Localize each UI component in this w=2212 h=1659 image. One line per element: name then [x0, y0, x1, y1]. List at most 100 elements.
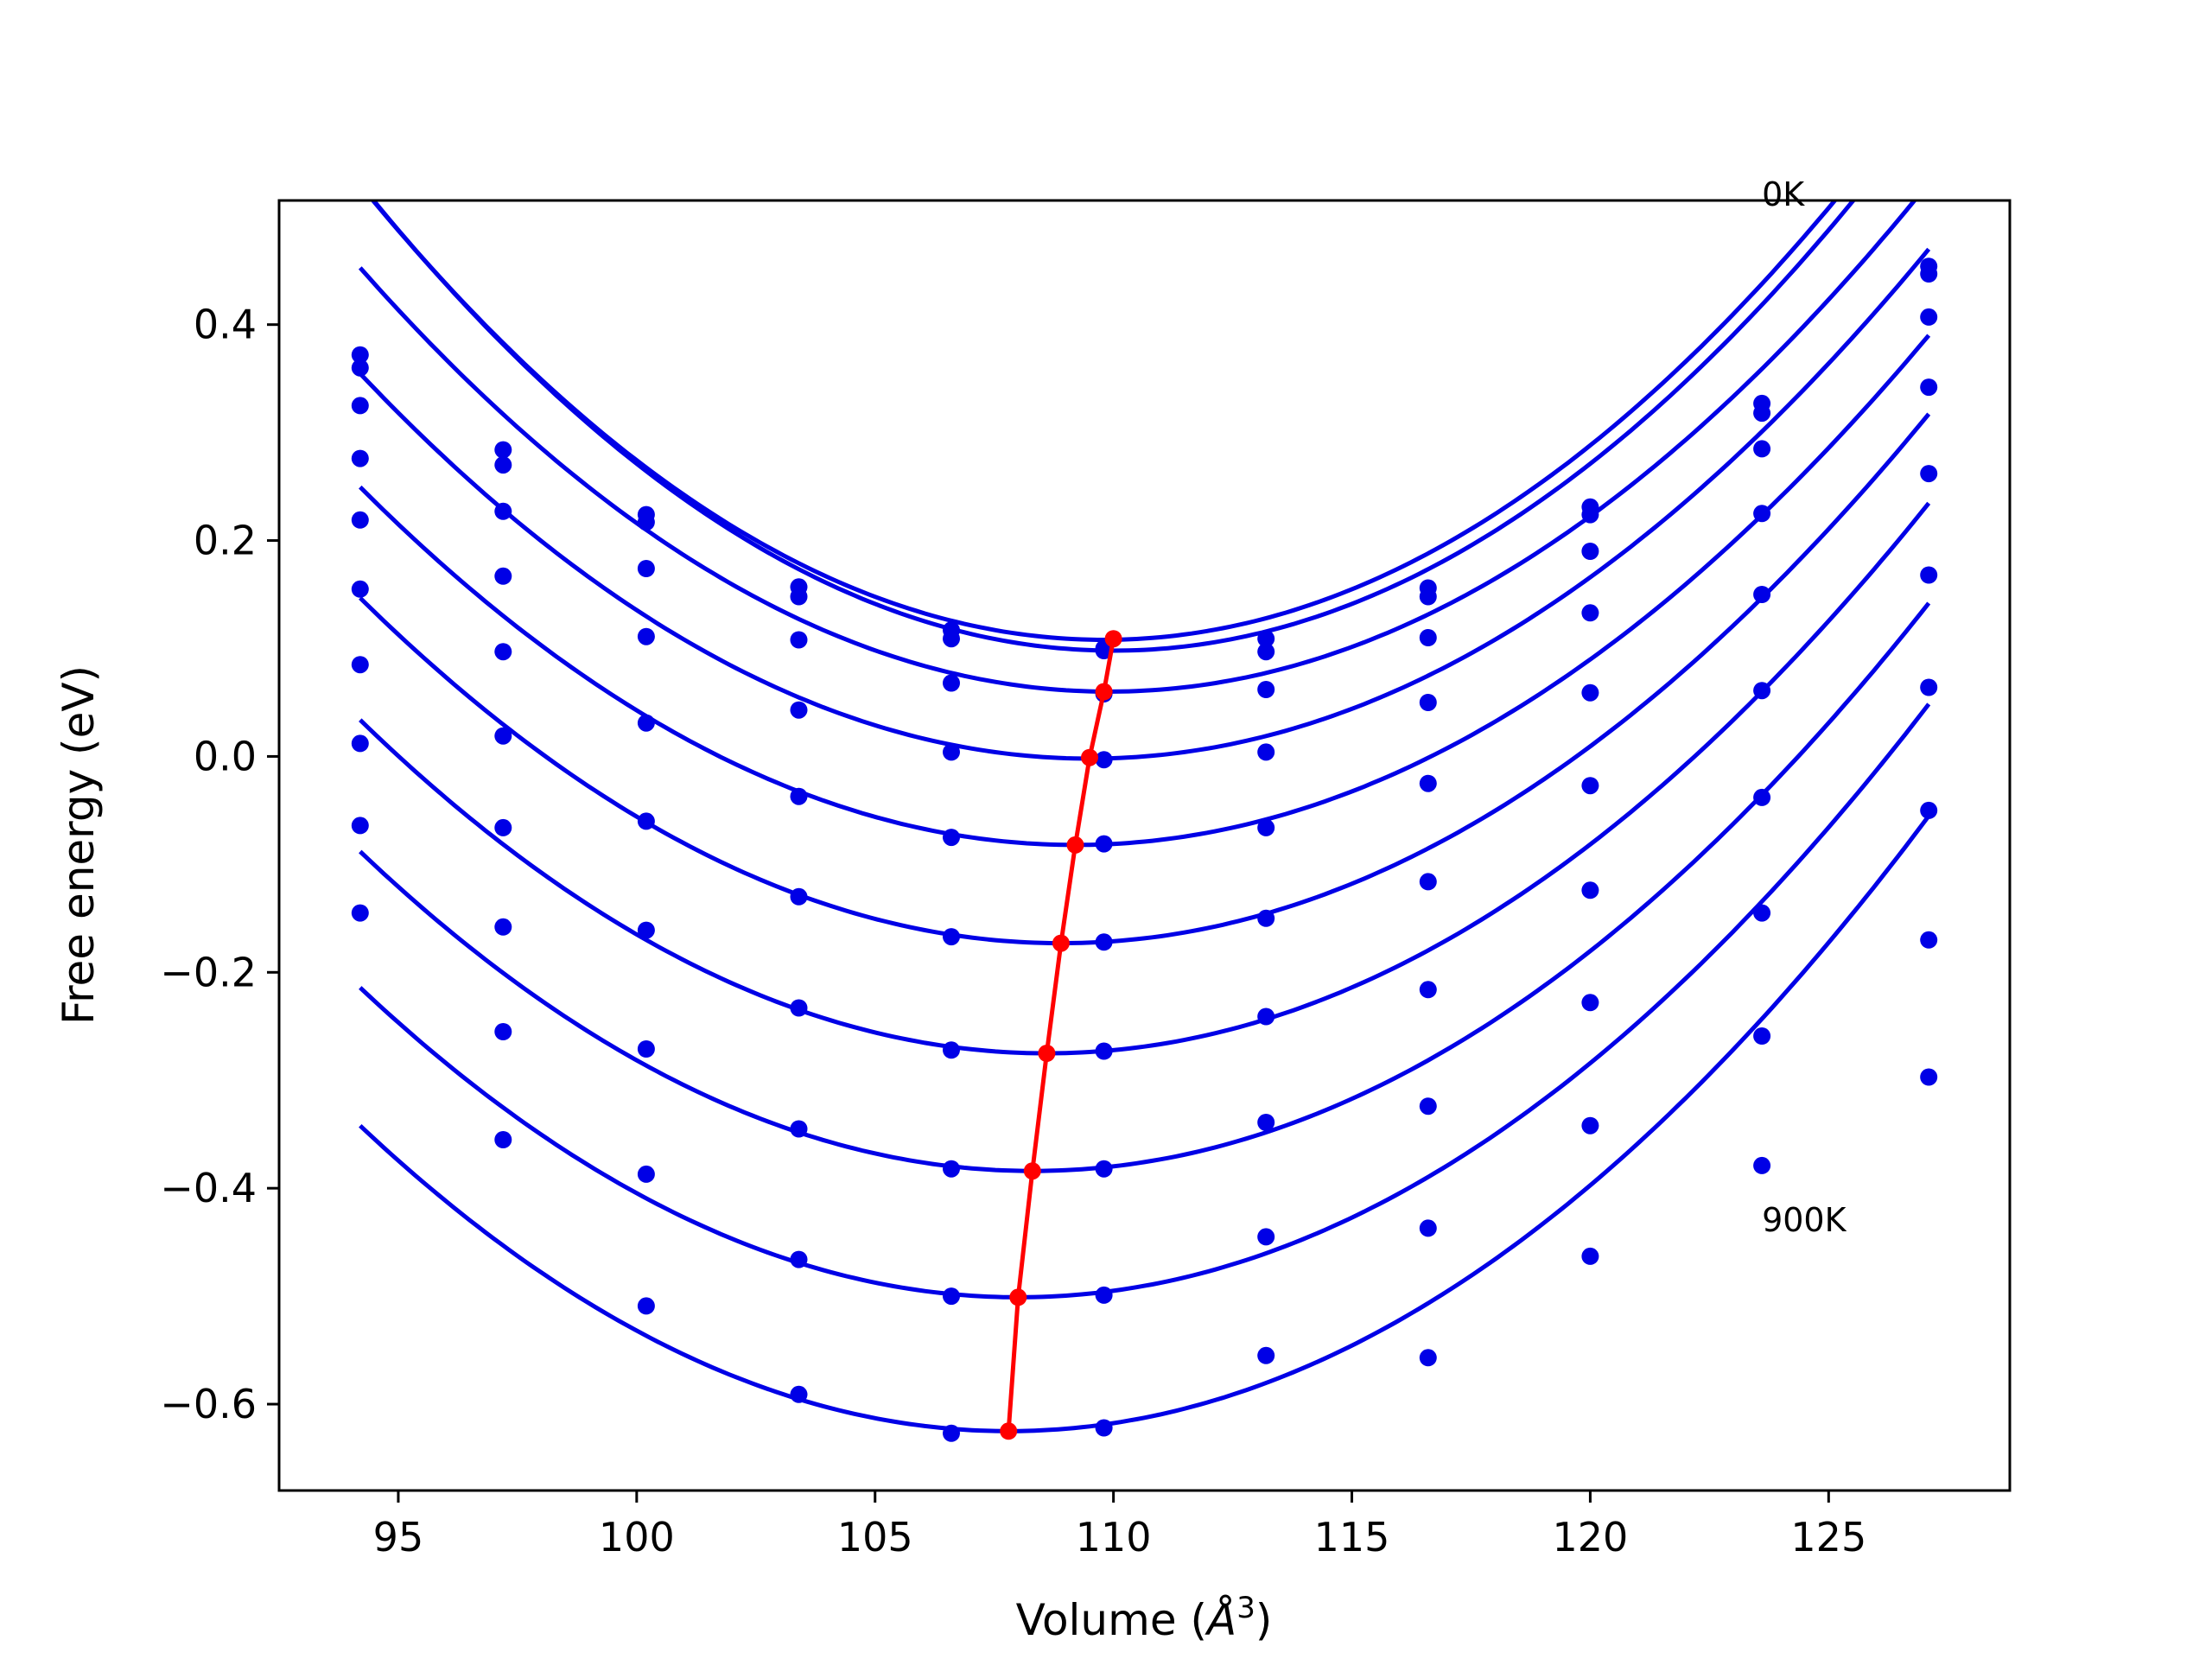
data-point [790, 588, 808, 606]
data-point [1257, 909, 1275, 927]
data-point [1095, 1042, 1113, 1060]
data-point [1920, 678, 1938, 696]
data-point [494, 1131, 512, 1148]
x-axis: 95 100 105 110 115 120 125 [373, 1491, 1866, 1560]
data-point [1095, 1419, 1113, 1437]
data-points [351, 257, 1938, 1442]
data-point [943, 1160, 960, 1178]
data-point [790, 631, 808, 649]
y-axis: −0.6 −0.4 −0.2 0.0 0.2 0.4 [160, 302, 279, 1427]
data-point [1419, 1097, 1437, 1116]
x-tick-label: 95 [373, 1514, 424, 1560]
min-path-point [1104, 630, 1122, 648]
data-point [637, 812, 655, 830]
data-point [1920, 1068, 1938, 1086]
data-point [1419, 1219, 1437, 1237]
data-point [1095, 1286, 1113, 1304]
data-point [1095, 835, 1113, 853]
min-path-point [1052, 934, 1070, 952]
min-path-point [1038, 1045, 1056, 1062]
x-tick-label: 105 [837, 1514, 913, 1560]
data-point [1095, 642, 1113, 659]
data-point [1581, 505, 1599, 524]
data-point [351, 359, 369, 377]
min-path-point [1081, 748, 1098, 766]
data-point [1095, 933, 1113, 951]
y-axis-label: Free energy (eV) [54, 665, 104, 1025]
data-point [351, 904, 369, 922]
fit-curve-3 [358, 247, 1931, 761]
data-point [1581, 777, 1599, 795]
data-point [351, 511, 369, 529]
min-path-point [1000, 1422, 1018, 1440]
data-point [494, 502, 512, 520]
data-point [1581, 1247, 1599, 1265]
data-point [1753, 404, 1771, 423]
data-point [943, 674, 960, 692]
data-point [1753, 904, 1771, 922]
data-point [351, 734, 369, 753]
data-point [1257, 643, 1275, 661]
data-point [637, 921, 655, 939]
y-tick-label: 0.0 [194, 733, 257, 779]
data-point [637, 627, 655, 645]
data-point [1419, 588, 1437, 606]
x-tick-label: 115 [1314, 1514, 1390, 1560]
data-point [1920, 378, 1938, 397]
data-point [637, 560, 655, 577]
minimum-path [1000, 630, 1122, 1440]
data-point [790, 999, 808, 1017]
data-point [1753, 1027, 1771, 1045]
data-point [1419, 774, 1437, 792]
plot-frame [277, 199, 2012, 1492]
y-tick-label: 0.2 [194, 518, 257, 564]
data-point [1581, 604, 1599, 622]
data-point [1257, 630, 1275, 648]
fit-curve-0 [370, 200, 1838, 642]
data-point [637, 1165, 655, 1183]
y-tick-label: −0.2 [160, 949, 257, 995]
data-point [1581, 543, 1599, 560]
x-tick-label: 120 [1553, 1514, 1629, 1560]
fit-curve-5 [359, 412, 1931, 946]
data-point [1257, 681, 1275, 698]
data-point [1257, 1228, 1275, 1246]
data-point [1753, 788, 1771, 806]
data-point [1257, 1007, 1275, 1026]
data-point [1095, 1160, 1113, 1178]
data-point [351, 346, 369, 364]
data-point [1581, 881, 1599, 899]
data-point [790, 887, 808, 906]
data-point [1419, 694, 1437, 711]
data-point [1419, 873, 1437, 891]
data-point [1419, 629, 1437, 646]
data-point [1753, 505, 1771, 523]
data-point [494, 918, 512, 936]
data-point [637, 1297, 655, 1315]
data-point [790, 1120, 808, 1138]
min-path-point [1095, 683, 1113, 701]
data-point [1920, 465, 1938, 483]
y-tick-label: 0.4 [194, 302, 257, 348]
data-point [1581, 1116, 1599, 1135]
data-point [1419, 981, 1437, 999]
annotation-label: 0K [1762, 175, 1805, 213]
data-point [1920, 265, 1938, 283]
fit-curve-6 [359, 501, 1931, 1056]
data-point [1753, 682, 1771, 700]
data-point [1753, 1156, 1771, 1174]
data-point [1920, 308, 1938, 326]
min-path-point [1066, 836, 1084, 854]
data-point [1419, 1349, 1437, 1367]
data-point [351, 397, 369, 415]
data-point [790, 1250, 808, 1268]
data-point [1581, 994, 1599, 1012]
data-point [351, 580, 369, 598]
y-tick-label: −0.6 [160, 1381, 257, 1427]
data-point [494, 567, 512, 585]
data-point [1920, 931, 1938, 949]
data-point [351, 656, 369, 674]
data-point [351, 449, 369, 467]
fit-curve-4 [359, 334, 1931, 848]
